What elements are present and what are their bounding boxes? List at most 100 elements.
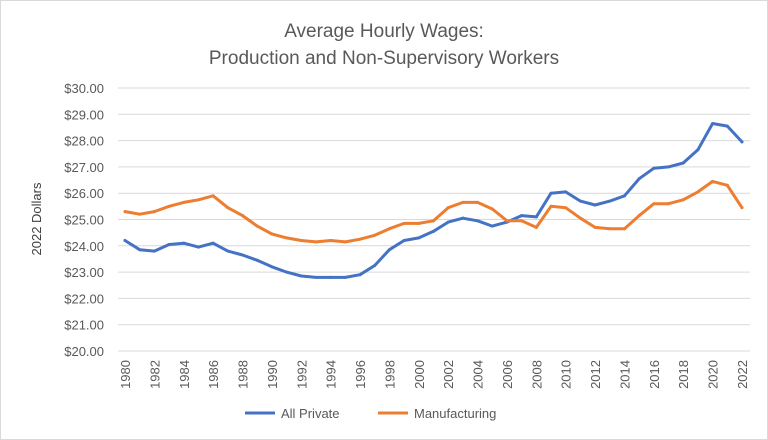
- data-point: [211, 241, 215, 245]
- x-tick-label: 2016: [647, 360, 662, 389]
- x-tick-label: 2002: [441, 360, 456, 389]
- data-point: [725, 183, 729, 187]
- data-point: [182, 241, 186, 245]
- data-point: [505, 219, 509, 223]
- data-point: [432, 219, 435, 223]
- x-tick-label: 1984: [177, 360, 192, 389]
- data-point: [123, 239, 127, 243]
- y-tick-label: $20.00: [64, 344, 104, 359]
- data-point: [461, 216, 465, 220]
- data-point: [490, 207, 494, 211]
- data-point: [534, 225, 538, 229]
- data-point: [373, 264, 377, 268]
- y-tick-label: $24.00: [64, 239, 104, 254]
- data-point: [358, 273, 362, 277]
- chart-title-line2: Production and Non-Supervisory Workers: [209, 48, 559, 69]
- data-point: [608, 199, 612, 203]
- data-point: [564, 190, 568, 194]
- data-point: [461, 200, 465, 204]
- data-point: [446, 206, 450, 210]
- data-point: [226, 249, 230, 253]
- data-point: [534, 215, 538, 219]
- data-point: [152, 249, 156, 253]
- y-tick-label: $28.00: [64, 134, 104, 149]
- data-point: [402, 239, 406, 243]
- data-point: [402, 221, 406, 225]
- y-tick-label: $22.00: [64, 291, 104, 306]
- data-point: [578, 216, 582, 220]
- y-tick-label: $29.00: [64, 107, 104, 122]
- data-point: [373, 233, 377, 237]
- data-point: [138, 248, 142, 252]
- data-point: [285, 236, 289, 240]
- x-tick-label: 2006: [500, 360, 515, 389]
- data-point: [241, 214, 245, 218]
- data-point: [681, 161, 685, 165]
- data-point: [593, 203, 597, 207]
- data-point: [270, 265, 274, 269]
- data-point: [593, 225, 597, 229]
- data-point: [667, 202, 671, 206]
- x-tick-label: 2014: [617, 360, 632, 389]
- data-point: [417, 236, 421, 240]
- x-tick-label: 2004: [471, 360, 486, 389]
- data-point: [167, 242, 171, 246]
- data-point: [387, 227, 391, 231]
- data-point: [564, 206, 568, 210]
- y-tick-label: $21.00: [64, 318, 104, 333]
- data-point: [182, 200, 186, 204]
- x-tick-label: 1996: [353, 360, 368, 389]
- data-point: [490, 224, 494, 228]
- data-point: [549, 191, 553, 195]
- data-point: [329, 275, 333, 279]
- x-tick-label: 2000: [412, 360, 427, 389]
- data-point: [622, 227, 626, 231]
- data-point: [446, 220, 450, 224]
- data-point: [241, 253, 245, 257]
- data-point: [432, 229, 435, 233]
- x-tick-label: 1986: [206, 360, 221, 389]
- data-point: [520, 219, 524, 223]
- data-point: [637, 214, 641, 218]
- data-point: [152, 210, 156, 214]
- data-point: [196, 245, 200, 249]
- data-point: [255, 224, 259, 228]
- x-tick-label: 1980: [118, 360, 133, 389]
- x-tick-label: 2020: [706, 360, 721, 389]
- data-point: [549, 204, 553, 208]
- data-point: [652, 166, 656, 170]
- data-point: [578, 199, 582, 203]
- data-point: [652, 202, 656, 206]
- data-point: [167, 204, 171, 208]
- x-tick-label: 2022: [735, 360, 750, 389]
- data-point: [476, 200, 480, 204]
- chart-title-line1: Average Hourly Wages:: [284, 21, 484, 42]
- data-point: [123, 210, 127, 214]
- x-tick-label: 1992: [294, 360, 309, 389]
- data-point: [285, 270, 289, 274]
- data-point: [299, 239, 303, 243]
- legend-label: Manufacturing: [414, 406, 496, 421]
- y-tick-label: $30.00: [64, 81, 104, 96]
- data-point: [314, 240, 318, 244]
- y-axis-label: 2022 Dollars: [29, 182, 44, 255]
- data-point: [138, 212, 142, 216]
- data-point: [196, 198, 200, 202]
- data-point: [520, 214, 524, 218]
- y-tick-label: $27.00: [64, 160, 104, 175]
- x-tick-label: 1998: [382, 360, 397, 389]
- data-point: [226, 206, 230, 210]
- data-point: [740, 140, 744, 144]
- y-tick-label: $25.00: [64, 213, 104, 228]
- data-point: [299, 274, 303, 278]
- data-point: [343, 275, 347, 279]
- data-point: [270, 232, 274, 236]
- data-point: [622, 194, 626, 198]
- x-tick-label: 2018: [676, 360, 691, 389]
- data-point: [343, 240, 347, 244]
- x-tick-label: 1994: [324, 360, 339, 389]
- data-point: [681, 198, 685, 202]
- legend-label: All Private: [281, 406, 340, 421]
- x-tick-label: 1982: [147, 360, 162, 389]
